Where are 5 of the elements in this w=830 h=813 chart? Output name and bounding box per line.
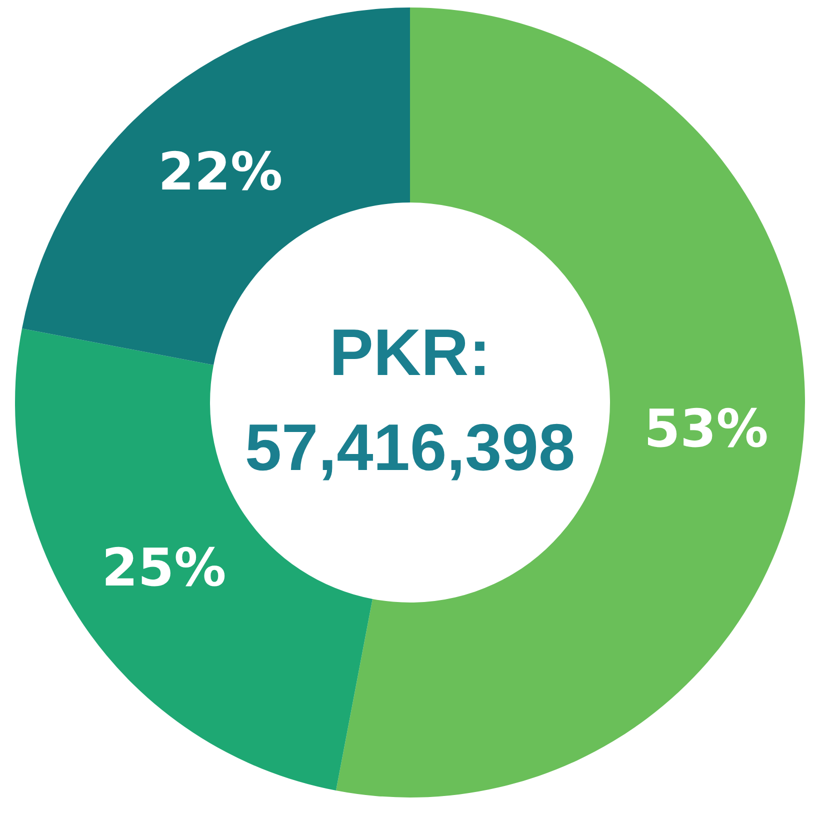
data-label: 25%: [102, 538, 226, 599]
data-label: 22%: [158, 142, 283, 202]
data-label: 53%: [644, 399, 768, 460]
text: PKR:: [329, 315, 491, 389]
text: 57,416,398: [244, 410, 576, 484]
